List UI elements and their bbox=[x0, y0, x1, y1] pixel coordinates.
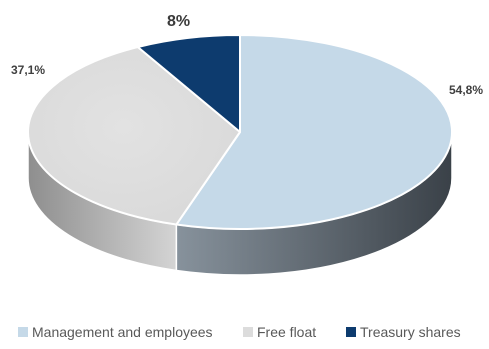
slice-free-float bbox=[27, 46, 241, 226]
slice-treasury-shares bbox=[136, 34, 241, 133]
legend-item-free-float: Free float bbox=[243, 324, 316, 340]
pie-tops bbox=[27, 34, 453, 230]
legend-item-treasury-shares: Treasury shares bbox=[346, 324, 461, 340]
legend-label-management-and-employees: Management and employees bbox=[32, 324, 213, 340]
slice-management-and-employees bbox=[175, 34, 453, 230]
data-label-management-and-employees: 54,8% bbox=[449, 83, 483, 97]
legend-item-management-and-employees: Management and employees bbox=[18, 324, 213, 340]
data-labels: 54,8% 37,1% 8% bbox=[11, 13, 483, 97]
legend-swatch-free-float bbox=[243, 327, 253, 337]
legend: Management and employees Free float Treasu… bbox=[18, 324, 461, 340]
legend-label-free-float: Free float bbox=[257, 324, 316, 340]
data-label-treasury-shares: 8% bbox=[167, 13, 190, 30]
data-label-free-float: 37,1% bbox=[11, 63, 45, 77]
legend-swatch-management-and-employees bbox=[18, 327, 28, 337]
legend-label-treasury-shares: Treasury shares bbox=[360, 324, 461, 340]
legend-swatch-treasury-shares bbox=[346, 327, 356, 337]
